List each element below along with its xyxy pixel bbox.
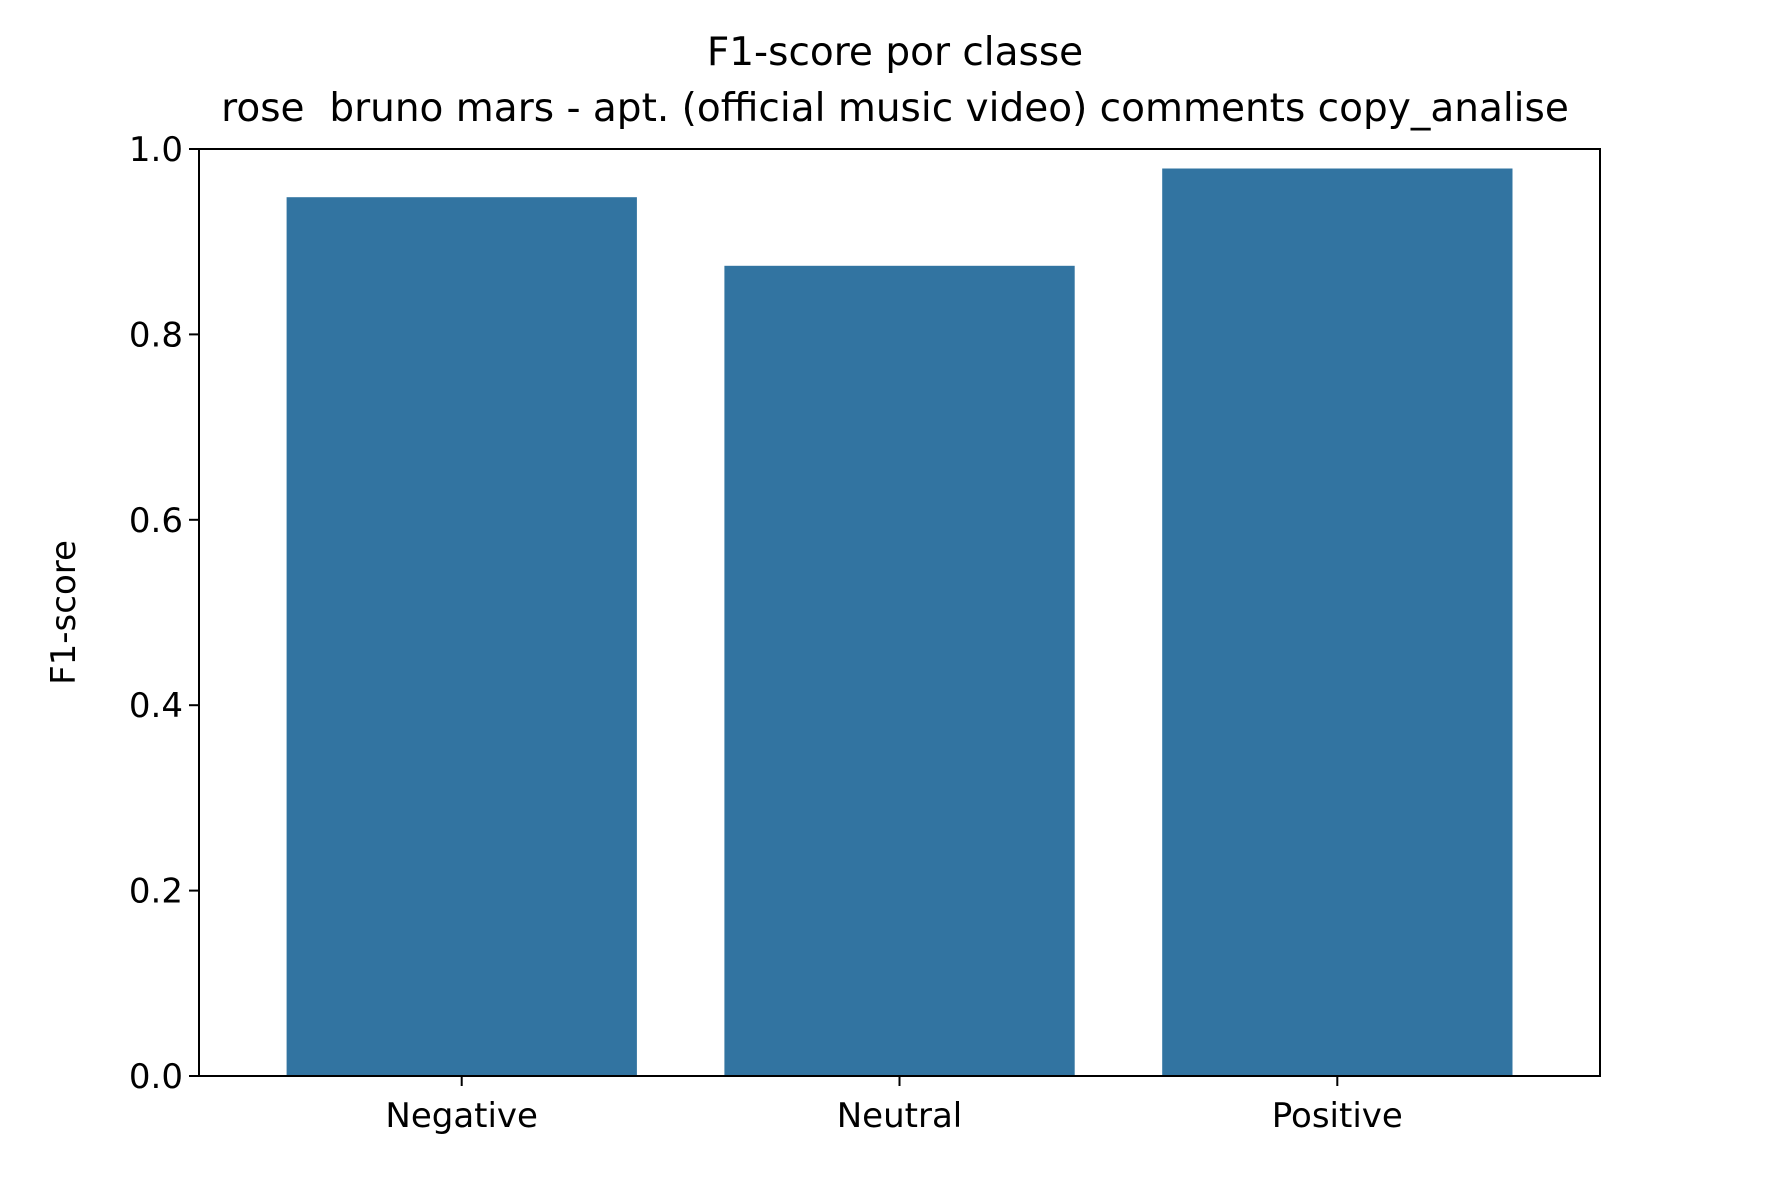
y-axis-label: F1-score — [44, 540, 84, 685]
plot-frame — [198, 148, 1601, 1077]
x-tick-label-negative: Negative — [385, 1096, 538, 1136]
x-tick-label-neutral: Neutral — [837, 1096, 963, 1136]
chart-subtitle: rose bruno mars - apt. (official music v… — [221, 86, 1569, 131]
y-tick-label: 0.6 — [129, 501, 183, 541]
chart-title: F1-score por classe — [707, 30, 1083, 75]
y-tick-label: 0.8 — [129, 315, 183, 355]
y-axis: 0.0 0.2 0.4 0.6 0.8 1.0 — [129, 130, 199, 1097]
bar-neutral — [724, 265, 1075, 1076]
x-axis: Negative Neutral Positive — [385, 1076, 1403, 1136]
y-tick-label: 0.0 — [129, 1057, 183, 1097]
bars-layer — [286, 168, 1513, 1076]
y-tick-label: 0.4 — [129, 686, 183, 726]
bar-positive — [1162, 168, 1513, 1076]
x-tick-label-positive: Positive — [1272, 1096, 1403, 1136]
bar-negative — [286, 197, 637, 1076]
y-tick-label: 0.2 — [129, 872, 183, 912]
y-tick-label: 1.0 — [129, 130, 183, 170]
